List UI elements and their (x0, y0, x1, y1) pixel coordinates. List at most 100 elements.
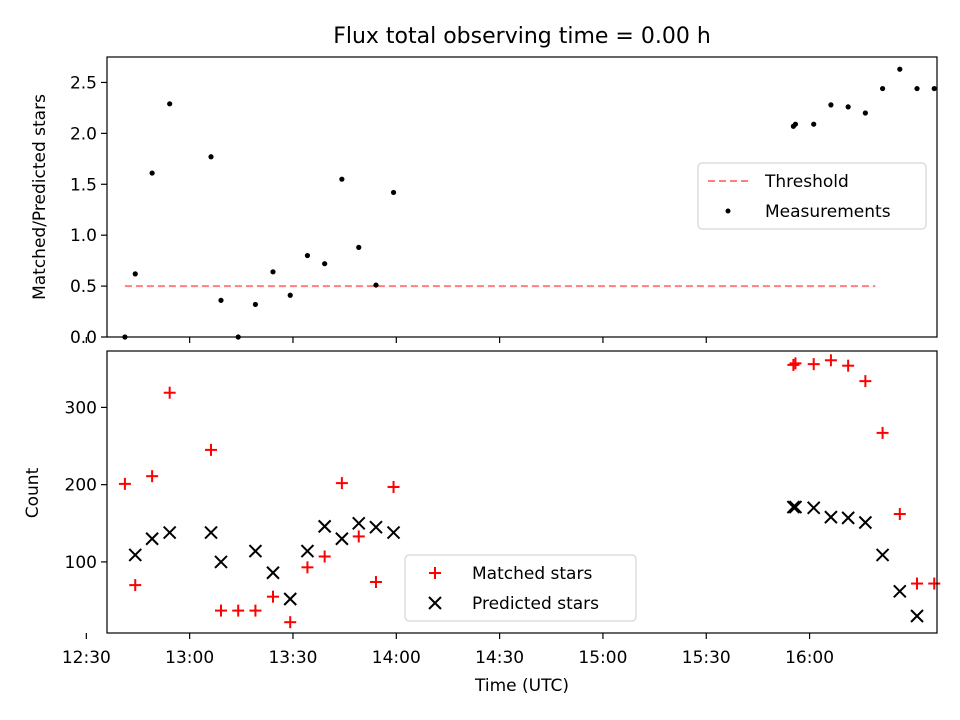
legend-matched-swatch (429, 567, 441, 579)
matched-stars-series (118, 354, 941, 629)
matched-star-point (249, 604, 262, 617)
matched-star-point (893, 508, 906, 521)
x-axis-label: Time (UTC) (474, 676, 569, 696)
legend-threshold-label: Threshold (764, 172, 849, 192)
top-axes-frame (106, 56, 938, 338)
top-y-axis-label: Matched/Predicted stars (30, 94, 50, 300)
matched-star-point (787, 358, 800, 371)
measurement-point (132, 271, 138, 277)
matched-star-point (859, 375, 872, 388)
bottom-x-tick-label: 16:00 (785, 648, 834, 668)
matched-star-point (205, 443, 218, 456)
predicted-star-point (910, 609, 924, 623)
predicted-star-point (824, 510, 838, 524)
predicted-star-point (248, 544, 263, 558)
matched-star-point (129, 579, 142, 592)
bottom-x-tick-label: 13:00 (165, 648, 214, 668)
measurement-point (287, 292, 293, 298)
bottom-x-tick-label: 13:30 (268, 648, 317, 668)
predicted-star-point (204, 525, 218, 540)
predicted-star-point (145, 532, 159, 546)
predicted-stars-series (128, 500, 924, 623)
matched-star-point (335, 477, 348, 490)
measurement-point (811, 121, 817, 127)
measurement-point (149, 170, 155, 176)
bottom-y-tick-label: 300 (65, 398, 97, 418)
legend-measurements-swatch (725, 208, 731, 214)
measurement-point (897, 66, 903, 72)
top-legend: Threshold Measurements (697, 162, 927, 230)
top-y-tick-label: 2.5 (70, 73, 97, 93)
measurement-point (339, 176, 345, 182)
predicted-star-point (317, 519, 332, 534)
measurement-point (879, 85, 886, 92)
legend-matched-label: Matched stars (472, 564, 592, 584)
top-y-tick-label: 0.5 (70, 277, 97, 297)
measurement-point (322, 261, 328, 267)
top-legend-box (697, 162, 927, 230)
predicted-star-point (806, 501, 821, 515)
measurement-point (845, 104, 851, 110)
matched-star-point (876, 426, 889, 439)
bottom-x-tick-label: 14:30 (475, 648, 524, 668)
measurement-point (356, 244, 362, 250)
predicted-star-point (335, 532, 349, 546)
measurement-point (373, 282, 379, 288)
legend-predicted-label: Predicted stars (472, 594, 599, 614)
top-y-tick-label: 2.0 (70, 124, 97, 144)
predicted-star-point (369, 520, 383, 534)
measurements-series (122, 66, 937, 340)
predicted-star-point (162, 525, 177, 540)
measurement-point (208, 154, 214, 160)
bottom-y-tick-label: 200 (65, 476, 97, 496)
measurement-point (914, 85, 920, 92)
measurement-point (304, 252, 311, 259)
bottom-x-tick-label: 14:00 (372, 648, 421, 668)
legend-measurements-label: Measurements (765, 202, 891, 222)
predicted-star-point (893, 584, 907, 598)
measurement-point (218, 297, 224, 303)
matched-star-point (232, 604, 245, 617)
matched-star-point (146, 470, 159, 483)
predicted-star-point (300, 544, 315, 558)
predicted-star-point (875, 548, 890, 562)
predicted-star-point (352, 516, 366, 530)
measurement-point (390, 189, 397, 196)
bottom-panel: 100 200 300 12:30 13:00 13:30 14:00 14:30 15:00… (23, 350, 941, 696)
matched-star-point (284, 616, 297, 629)
matched-star-point (842, 359, 855, 372)
measurement-point (167, 101, 173, 107)
chart-title: Flux total observing time = 0.00 h (333, 24, 711, 49)
measurement-point (828, 102, 834, 108)
matched-star-point (318, 550, 331, 563)
predicted-star-point (283, 592, 297, 606)
bottom-legend-box (404, 554, 637, 622)
top-y-axis: 0.0 0.5 1.0 1.5 2.0 2.5 (70, 73, 107, 348)
measurement-point (931, 85, 937, 92)
measurement-point (792, 121, 799, 127)
legend-predicted-swatch (428, 596, 442, 610)
predicted-star-point (214, 555, 228, 569)
matched-star-point (824, 354, 837, 367)
matched-star-point (369, 576, 382, 589)
matched-star-point (301, 561, 314, 574)
measurement-point (862, 110, 868, 116)
matched-star-point (807, 358, 820, 371)
top-y-tick-label: 1.0 (70, 226, 97, 246)
predicted-star-point (786, 500, 801, 514)
matched-star-point (911, 577, 924, 590)
bottom-legend: Matched stars Predicted stars (404, 554, 637, 622)
measurement-point (270, 269, 276, 275)
bottom-x-tick-label: 15:00 (578, 648, 627, 668)
measurement-point (252, 301, 259, 308)
matched-star-point (118, 477, 131, 490)
matched-star-point (163, 386, 176, 399)
matched-star-point (214, 604, 227, 617)
predicted-star-point (128, 548, 142, 562)
matched-star-point (387, 480, 400, 493)
matched-star-point (789, 357, 802, 370)
bottom-x-tick-label: 15:30 (682, 648, 731, 668)
bottom-y-axis: 100 200 300 (65, 398, 107, 573)
predicted-star-point (386, 525, 401, 540)
